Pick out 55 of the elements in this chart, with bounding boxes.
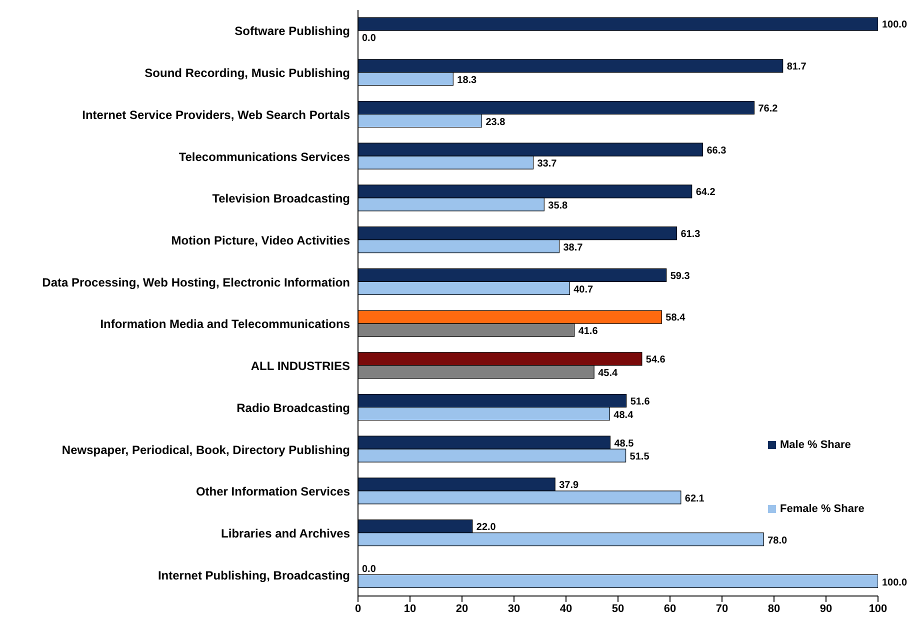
y-tick-label: Motion Picture, Video Activities [171,233,350,248]
data-label: 45.4 [598,368,618,379]
data-label: 64.2 [696,187,716,198]
data-label: 23.8 [486,116,506,128]
data-label: 48.5 [614,438,634,450]
x-tick-label: 40 [560,602,572,615]
data-label: 78.0 [768,535,788,546]
data-label: 62.1 [684,494,705,505]
y-tick-label: Newspaper, Periodical, Book, Directory Publishing [62,442,350,457]
data-label: 51.6 [630,396,650,408]
data-label: 0.0 [362,564,376,575]
y-tick-label: ALL INDUSTRIES [250,359,350,374]
data-label: 37.9 [559,480,579,492]
y-tick-label: Internet Service Providers, Web Search Portals [82,108,350,122]
data-label: 35.8 [548,200,568,212]
data-label: 22.0 [476,522,496,534]
x-tick-label: 20 [456,602,468,615]
x-tick-label: 60 [664,602,676,615]
y-tick-label: Software Publishing [234,24,350,38]
x-tick-label: 10 [404,602,416,615]
legend-label: Male % Share [780,439,851,451]
data-label: 58.4 [666,312,686,324]
data-label: 51.5 [630,452,650,463]
data-label: 76.2 [758,103,778,114]
data-label: 54.6 [646,354,666,366]
data-label: 33.7 [537,158,558,170]
y-tick-label: Television Broadcasting [212,192,350,206]
y-tick-label: Sound Recording, Music Publishing [144,66,350,80]
data-label: 38.7 [563,242,584,254]
x-tick-label: 50 [612,602,624,615]
x-tick-label: 100 [868,602,888,615]
y-tick-label: Telecommunications Services [178,150,350,164]
data-label: 66.3 [706,145,727,156]
data-label: 18.3 [457,74,478,86]
y-tick-label: Information Media and Telecommunications [100,317,350,332]
data-label: 48.4 [614,410,634,421]
y-tick-label: Libraries and Archives [221,526,350,540]
data-label: 61.3 [680,229,701,240]
data-label: 81.7 [786,62,807,73]
data-label: 40.7 [574,284,594,296]
y-tick-label: Internet Publishing, Broadcasting [158,568,350,582]
y-tick-label: Data Processing, Web Hosting, Electronic Information [42,275,350,290]
x-tick-label: 90 [820,602,832,615]
x-tick-label: 80 [768,602,780,615]
legend-label: Female % Share [780,503,864,515]
y-tick-label: Radio Broadcasting [236,400,350,415]
x-tick-label: 30 [508,602,520,615]
data-label: 100.0 [882,577,908,588]
data-label: 100.0 [882,20,908,31]
data-label: 0.0 [362,33,376,44]
x-tick-label: 70 [716,602,728,615]
x-tick-label: 0 [354,602,362,615]
data-label: 59.3 [670,270,690,282]
data-label: 41.6 [578,326,598,338]
y-tick-label: Other Information Services [196,484,350,499]
